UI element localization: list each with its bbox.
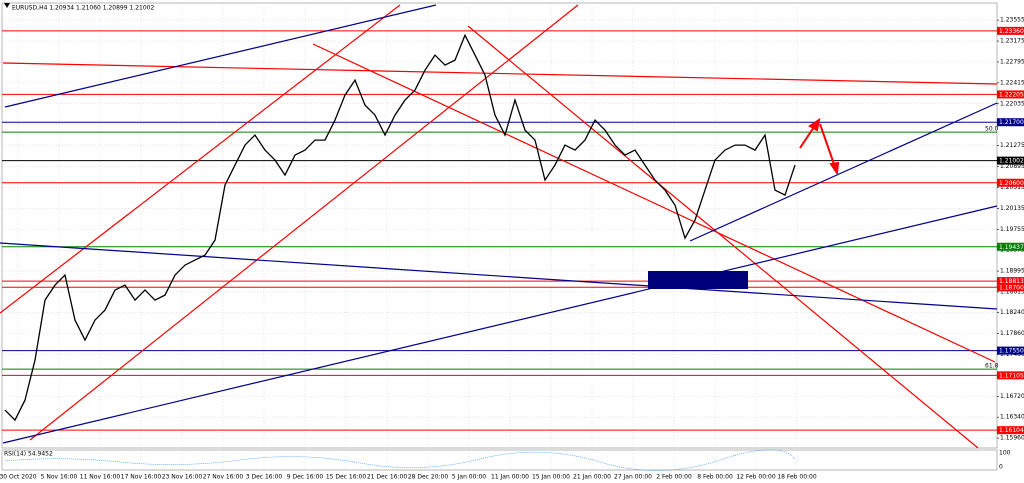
y-tick-label: 1.21275 bbox=[1000, 142, 1024, 149]
x-tick-label: 30 Oct 2020 bbox=[0, 474, 37, 481]
menu-icon bbox=[4, 3, 10, 8]
price-tag bbox=[997, 371, 1024, 380]
price-tag-label: 1.17550 bbox=[999, 348, 1024, 355]
price bbox=[4, 33, 796, 422]
y-tick-label: 1.22795 bbox=[1000, 58, 1024, 65]
x-tick-label: 11 Jan 00:00 bbox=[491, 474, 529, 481]
y-tick-label: 1.18995 bbox=[1000, 268, 1024, 275]
levels bbox=[2, 30, 997, 431]
trendline bbox=[4, 4, 437, 108]
arrow-head bbox=[829, 161, 840, 176]
price-tag bbox=[997, 156, 1024, 165]
arrow bbox=[819, 123, 836, 168]
price-tag-label: 1.19437 bbox=[999, 244, 1024, 251]
trendline bbox=[29, 4, 579, 441]
y-tick-label: 1.23555 bbox=[1000, 17, 1024, 24]
trendline bbox=[689, 102, 998, 242]
plot-frame bbox=[1, 2, 998, 449]
y-tick-label: 1.23175 bbox=[1000, 38, 1024, 45]
y-tick-label: 1.17860 bbox=[1000, 330, 1024, 337]
y-tick-label: 1.22415 bbox=[1000, 79, 1024, 86]
trendline bbox=[0, 4, 401, 314]
x-tick-label: 21 Jan 00:00 bbox=[573, 474, 611, 481]
zone-box bbox=[648, 271, 748, 289]
y-tick-label: 1.16720 bbox=[1000, 393, 1024, 400]
x-tick-label: 2 Feb 00:00 bbox=[656, 474, 692, 481]
x-tick-label: 28 Dec 20:00 bbox=[408, 474, 449, 481]
price-tag-label: 1.16104 bbox=[999, 427, 1024, 434]
trendline bbox=[467, 25, 979, 449]
x-tick-label: 27 Jan 00:00 bbox=[614, 474, 652, 481]
y-tick-label: 1.20135 bbox=[1000, 205, 1024, 212]
x-tick-label: 21 Dec 16:00 bbox=[367, 474, 408, 481]
price-tag-label: 1.18813 bbox=[999, 278, 1024, 285]
price-tag-label: 1.20600 bbox=[999, 180, 1024, 187]
fib-label: 61.8 bbox=[985, 363, 999, 370]
price-tag bbox=[997, 346, 1024, 355]
price-tag-label: 1.18700 bbox=[999, 284, 1024, 291]
x-tick-label: 15 Dec 16:00 bbox=[326, 474, 367, 481]
y-tick-label: 1.18615 bbox=[1000, 288, 1024, 295]
price-tag bbox=[997, 277, 1024, 286]
price-tag bbox=[997, 90, 1024, 99]
y-tick-label: 1.20515 bbox=[1000, 184, 1024, 191]
price-tag-label: 1.22205 bbox=[999, 91, 1024, 98]
x-tick-label: 18 Feb 00:00 bbox=[777, 474, 817, 481]
x-tick-label: 3 Dec 16:00 bbox=[246, 474, 283, 481]
y-tick-label: 1.20895 bbox=[1000, 163, 1024, 170]
fib-label: 50.0 bbox=[985, 126, 999, 133]
price-tag bbox=[997, 242, 1024, 251]
x-tick-label: 27 Nov 16:00 bbox=[203, 474, 244, 481]
x-tick-label: 17 Nov 16:00 bbox=[121, 474, 162, 481]
x-tick-label: 5 Nov 16:00 bbox=[41, 474, 78, 481]
x-tick-label: 5 Jan 00:00 bbox=[452, 474, 486, 481]
price-line bbox=[4, 33, 796, 422]
price-tag bbox=[997, 426, 1024, 435]
x-tick-label: 12 Feb 00:00 bbox=[736, 474, 776, 481]
arrow-head bbox=[808, 117, 821, 132]
rsi-tick: 0 bbox=[999, 464, 1003, 471]
trendline bbox=[312, 43, 996, 363]
y-tick-label: 1.22035 bbox=[1000, 100, 1024, 107]
price-tag-label: 1.17105 bbox=[999, 372, 1024, 379]
price-tag-label: 1.21700 bbox=[999, 119, 1024, 126]
rsi-line bbox=[4, 449, 796, 471]
x-tick-label: 23 Nov 16:00 bbox=[162, 474, 203, 481]
rsi-frame bbox=[1, 449, 998, 471]
price-tag-label: 1.23360 bbox=[999, 28, 1024, 35]
y-tick-label: 1.15960 bbox=[1000, 435, 1024, 442]
price-tag bbox=[997, 283, 1024, 292]
forecast-arrows bbox=[799, 117, 840, 176]
x-tick-label: 9 Dec 16:00 bbox=[287, 474, 324, 481]
y-tick-label: 1.18240 bbox=[1000, 309, 1024, 316]
trendline bbox=[2, 205, 998, 444]
price-tag bbox=[997, 26, 1024, 35]
trendlines bbox=[0, 4, 998, 449]
x-tick-label: 8 Feb 00:00 bbox=[697, 474, 733, 481]
x-tick-label: 11 Nov 16:00 bbox=[80, 474, 121, 481]
grid bbox=[2, 3, 999, 470]
price-tag bbox=[997, 118, 1024, 127]
price-tag-label: 1.21002 bbox=[999, 158, 1024, 165]
rsi-tick: 100 bbox=[999, 450, 1011, 457]
chart-title: EURUSD,H4 1.20934 1.21060 1.20899 1.2100… bbox=[12, 5, 154, 12]
trendline bbox=[2, 62, 998, 85]
y-tick-label: 1.16340 bbox=[1000, 414, 1024, 421]
trendline bbox=[0, 242, 998, 310]
x-tick-label: 15 Jan 00:00 bbox=[532, 474, 570, 481]
rsi-label: RSI(14) 54.9452 bbox=[4, 451, 53, 458]
price-tag bbox=[997, 178, 1024, 187]
y-tick-label: 1.19755 bbox=[1000, 226, 1024, 233]
